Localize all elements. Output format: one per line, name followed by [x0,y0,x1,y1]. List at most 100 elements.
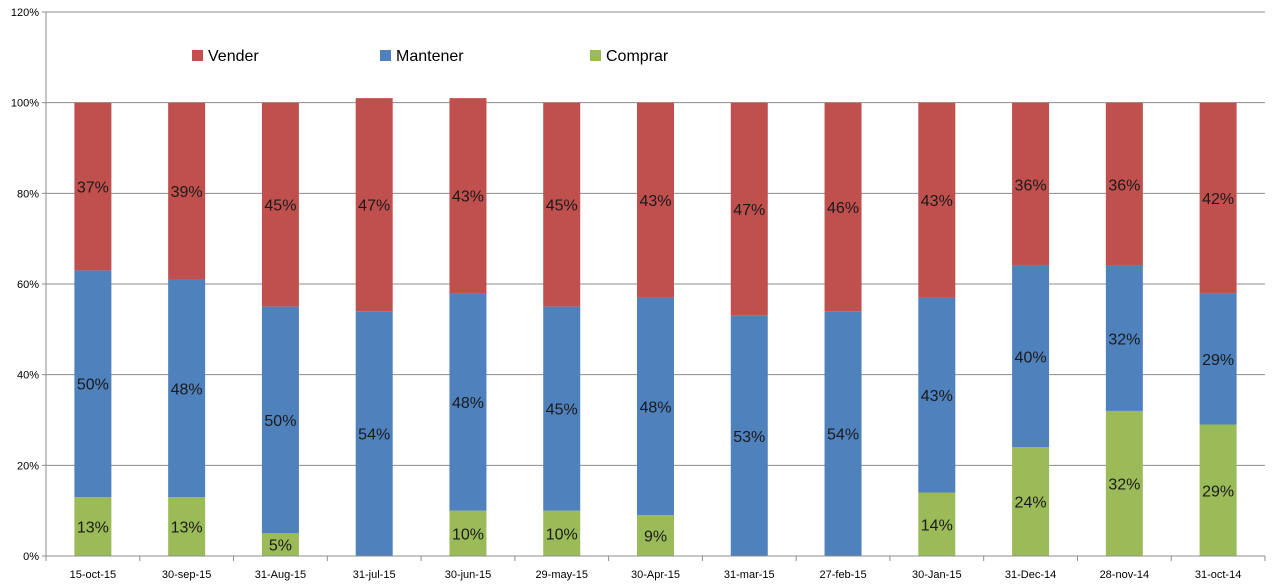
bar-comprar [637,515,674,556]
x-tick-label: 30-jun-15 [445,569,491,581]
bar-comprar [74,497,112,556]
data-label-vender: 43% [639,193,671,210]
data-label-mantener: 53% [733,429,765,446]
legend-label-vender: Vender [208,48,259,65]
bar-mantener [449,293,487,511]
data-label-mantener: 48% [171,381,203,398]
bar-comprar [1012,447,1050,556]
data-label-comprar: 9% [644,529,667,546]
bar-mantener [1105,265,1143,411]
data-label-vender: 43% [921,193,953,210]
bar-mantener [355,311,393,556]
bar-comprar [1199,424,1237,556]
data-label-vender: 37% [77,180,109,197]
bar-vender [1012,102,1050,266]
bar-vender [168,102,206,280]
bar-mantener [261,306,299,534]
y-tick-label: 0% [23,551,39,563]
y-tick-label: 40% [17,370,39,382]
bar-mantener [1012,265,1050,448]
data-label-comprar: 10% [452,526,484,543]
bar-mantener [1199,293,1237,425]
data-label-vender: 39% [171,184,203,201]
x-tick-label: 28-nov-14 [1100,569,1150,581]
x-tick-label: 30-sep-15 [162,569,212,581]
data-label-comprar: 29% [1202,483,1234,500]
bar-vender [543,102,581,307]
axes: 0% 20% 40% 60% 80% 100% 120% 15-oct-15 30-sep-15… [11,7,1266,581]
bar-mantener [74,270,112,498]
bar-mantener [543,306,581,511]
legend-swatch-comprar [590,50,601,61]
data-label-mantener: 45% [546,402,578,419]
x-tick-label: 31-mar-15 [724,569,775,581]
bar-mantener [637,297,674,516]
data-label-comprar: 10% [546,526,578,543]
bar-comprar [261,533,299,556]
y-tick-label: 80% [17,188,39,200]
data-label-vender: 45% [546,198,578,215]
y-tick-label: 120% [11,7,39,19]
bar-comprar [1105,410,1143,556]
bar-comprar [449,510,487,556]
data-label-mantener: 48% [639,399,671,416]
bar-comprar [543,510,581,556]
data-label-vender: 42% [1202,191,1234,208]
y-tick-label: 100% [11,98,39,110]
data-label-mantener: 29% [1202,352,1234,369]
bar-vender [1105,102,1143,266]
data-label-vender: 46% [827,200,859,217]
bar-vender [637,102,674,298]
legend-label-mantener: Mantener [396,48,464,65]
data-label-vender: 36% [1015,177,1047,194]
bar-vender [918,102,956,298]
data-label-comprar: 13% [171,520,203,537]
bar-vender [730,102,768,316]
data-label-comprar: 32% [1108,476,1140,493]
data-label-comprar: 14% [921,517,953,534]
legend-swatch-vender [192,50,203,61]
x-tick-label: 15-oct-15 [70,569,116,581]
bar-vender [74,102,112,271]
x-tick-label: 27-feb-15 [819,569,866,581]
x-tick-label: 31-Dec-14 [1005,569,1056,581]
bar-mantener [824,311,862,556]
bar-group: 13% 50% 37% 13% 48% 39% 5% 50% 45% 54% 47% 10% 48% 43… [74,98,1237,556]
bar-comprar [168,497,206,556]
data-label-mantener: 54% [827,427,859,444]
data-label-vender: 47% [733,202,765,219]
bar-mantener [168,279,206,498]
data-label-comprar: 5% [269,538,292,555]
data-label-mantener: 50% [264,413,296,430]
x-tick-label: 30-Jan-15 [912,569,962,581]
y-tick-label: 20% [17,460,39,472]
data-label-vender: 45% [264,198,296,215]
x-tick-label: 29-may-15 [535,569,588,581]
data-label-mantener: 43% [921,388,953,405]
data-label-vender: 43% [452,189,484,206]
data-label-comprar: 13% [77,520,109,537]
data-label-vender: 47% [358,198,390,215]
data-label-mantener: 32% [1108,331,1140,348]
bar-mantener [918,297,956,493]
bar-vender [261,102,299,307]
bar-mantener [730,315,768,556]
x-tick-label: 31-Aug-15 [255,569,306,581]
bar-vender [1199,102,1237,294]
legend: Vender Mantener Comprar [192,48,669,65]
y-tick-label: 60% [17,279,39,291]
data-label-vender: 36% [1108,177,1140,194]
bar-vender [355,98,393,312]
bar-vender [449,98,487,294]
data-label-mantener: 50% [77,377,109,394]
data-label-comprar: 24% [1015,495,1047,512]
data-label-mantener: 54% [358,427,390,444]
x-tick-label: 31-jul-15 [353,569,396,581]
legend-swatch-mantener [380,50,391,61]
data-label-mantener: 48% [452,395,484,412]
x-tick-label: 30-Apr-15 [631,569,680,581]
data-label-mantener: 40% [1015,350,1047,367]
bar-comprar [918,492,956,556]
bar-vender [824,102,862,312]
